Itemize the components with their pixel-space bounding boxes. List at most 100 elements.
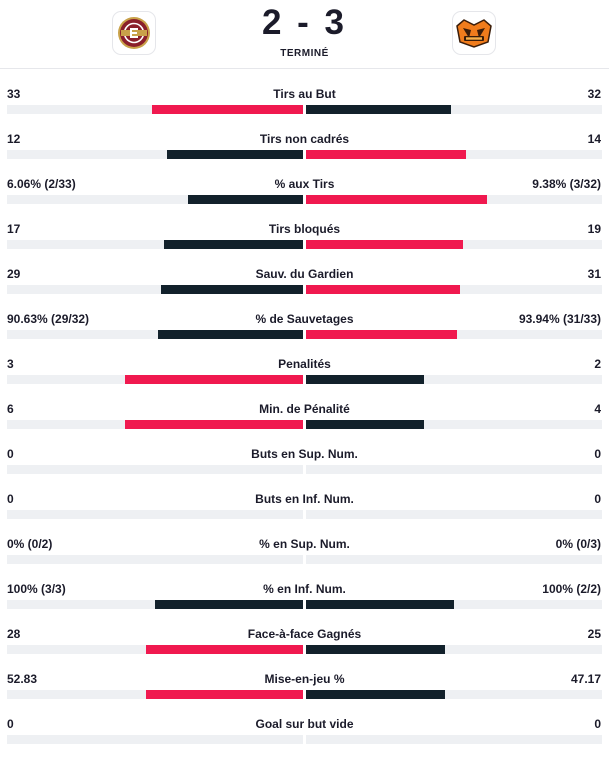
stat-label: Tirs au But (273, 87, 336, 101)
away-stat-bar-track (306, 105, 602, 114)
stat-row: 33 Tirs au But 32 (0, 68, 609, 114)
stat-away-value: 100% (2/2) (542, 582, 601, 596)
stat-home-value: 12 (7, 132, 21, 146)
stat-row: 12 Tirs non cadrés 14 (0, 113, 609, 159)
away-stat-bar-track (306, 690, 602, 699)
home-stat-bar-track (7, 195, 303, 204)
stat-label: % aux Tirs (274, 177, 335, 191)
stat-home-value: 0% (0/2) (7, 537, 53, 551)
home-stat-bar (160, 285, 303, 294)
stat-home-value: 6 (7, 402, 14, 416)
away-stat-bar (306, 150, 466, 159)
stat-home-value: 100% (3/3) (7, 582, 66, 596)
home-stat-bar (166, 150, 303, 159)
stat-label: % en Inf. Num. (263, 582, 346, 596)
away-stat-bar-track (306, 555, 602, 564)
stat-row: 52.83 Mise-en-jeu % 47.17 (0, 653, 609, 699)
stat-row: 0 Buts en Inf. Num. 0 (0, 473, 609, 519)
away-stat-bar (306, 330, 457, 339)
home-stat-bar-track (7, 465, 303, 474)
away-stat-bar-track (306, 510, 602, 519)
stat-home-value: 3 (7, 357, 14, 371)
away-team-logo[interactable] (452, 11, 496, 55)
stat-away-value: 25 (587, 627, 601, 641)
stat-home-value: 90.63% (29/32) (7, 312, 90, 326)
away-stat-bar-track (306, 285, 602, 294)
away-stat-bar-track (306, 735, 602, 744)
away-stat-bar-track (306, 600, 602, 609)
stat-label: Tirs bloqués (268, 222, 341, 236)
stat-away-value: 47.17 (570, 672, 601, 686)
away-stat-bar (306, 105, 452, 114)
stat-away-value: 0 (594, 447, 601, 461)
stat-row: 0% (0/2) % en Sup. Num. 0% (0/3) (0, 518, 609, 564)
home-stat-bar-track (7, 285, 303, 294)
match-status: TERMINÉ (280, 48, 329, 59)
home-stat-bar (163, 240, 303, 249)
stat-label: Mise-en-jeu % (264, 672, 345, 686)
home-stat-bar-track (7, 330, 303, 339)
stat-label: Sauv. du Gardien (255, 267, 354, 281)
stat-away-value: 9.38% (3/32) (532, 177, 601, 191)
away-stat-bar (306, 375, 425, 384)
stat-label: Buts en Inf. Num. (255, 492, 354, 506)
stat-row: 29 Sauv. du Gardien 31 (0, 248, 609, 294)
stat-row: 17 Tirs bloqués 19 (0, 203, 609, 249)
away-stat-bar-track (306, 330, 602, 339)
stat-label: % en Sup. Num. (259, 537, 350, 551)
stat-row: 0 Goal sur but vide 0 (0, 698, 609, 744)
home-stat-bar (146, 645, 303, 654)
stat-away-value: 14 (587, 132, 601, 146)
stat-home-value: 17 (7, 222, 21, 236)
home-stat-bar-track (7, 240, 303, 249)
stat-away-value: 0% (0/3) (555, 537, 601, 551)
home-stat-bar (125, 420, 303, 429)
scl-tigers-logo-icon (456, 19, 492, 48)
home-stat-bar (157, 330, 303, 339)
stat-label: Buts en Sup. Num. (251, 447, 358, 461)
stat-away-value: 0 (594, 492, 601, 506)
stat-home-value: 29 (7, 267, 21, 281)
stat-away-value: 0 (594, 717, 601, 731)
home-stat-bar (187, 195, 303, 204)
stat-away-value: 31 (587, 267, 601, 281)
home-team-logo[interactable] (112, 11, 156, 55)
stat-row: 28 Face-à-face Gagnés 25 (0, 608, 609, 654)
away-stat-bar-track (306, 465, 602, 474)
home-stat-bar-track (7, 150, 303, 159)
geneve-servette-logo-icon (118, 17, 150, 49)
home-stat-bar (155, 600, 303, 609)
away-stat-bar (306, 600, 454, 609)
stat-label: Min. de Pénalité (259, 402, 350, 416)
stat-home-value: 52.83 (7, 672, 38, 686)
stat-label: Penalités (278, 357, 331, 371)
stat-row: 100% (3/3) % en Inf. Num. 100% (2/2) (0, 563, 609, 609)
home-stat-bar-track (7, 555, 303, 564)
stat-row: 3 Penalités 2 (0, 338, 609, 384)
stat-label: Tirs non cadrés (259, 132, 350, 146)
match-header: 2 - 3 TERMINÉ (0, 0, 609, 69)
away-stat-bar (306, 690, 446, 699)
stat-label: % de Sauvetages (255, 312, 354, 326)
stat-home-value: 6.06% (2/33) (7, 177, 76, 191)
stat-away-value: 32 (587, 87, 601, 101)
home-stat-bar-track (7, 510, 303, 519)
stat-away-value: 2 (594, 357, 601, 371)
stat-home-value: 0 (7, 447, 14, 461)
stat-away-value: 4 (594, 402, 601, 416)
stat-home-value: 28 (7, 627, 21, 641)
away-stat-bar (306, 195, 487, 204)
home-stat-bar-track (7, 375, 303, 384)
away-stat-bar (306, 285, 460, 294)
home-stat-bar-track (7, 690, 303, 699)
stat-away-value: 93.94% (31/33) (518, 312, 601, 326)
home-stat-bar-track (7, 420, 303, 429)
stat-row: 0 Buts en Sup. Num. 0 (0, 428, 609, 474)
away-stat-bar-track (306, 375, 602, 384)
away-stat-bar (306, 420, 425, 429)
away-stat-bar (306, 645, 446, 654)
home-stat-bar (125, 375, 303, 384)
stat-home-value: 33 (7, 87, 21, 101)
match-score: 2 - 3 (261, 3, 348, 42)
away-stat-bar (306, 240, 463, 249)
